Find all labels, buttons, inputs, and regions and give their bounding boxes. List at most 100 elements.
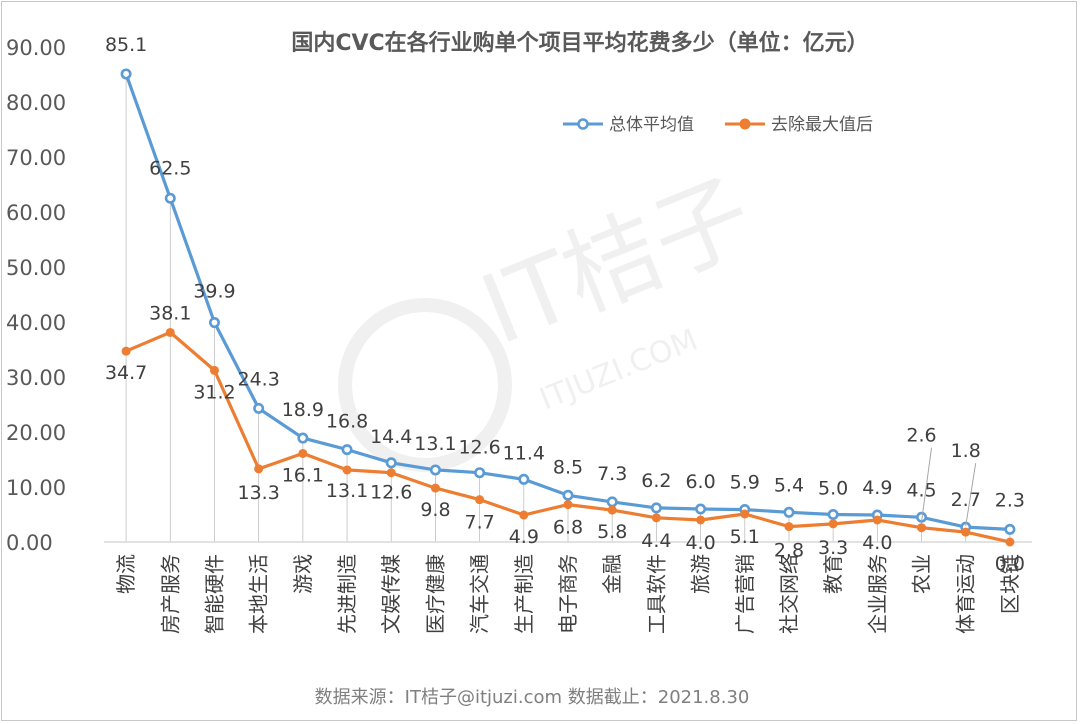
data-label-excluded: 4.9 (509, 526, 539, 548)
data-label-excluded: 6.8 (553, 517, 583, 539)
legend-marker-overall-icon (577, 118, 589, 130)
data-label-excluded: 31.2 (193, 381, 235, 403)
category-label: 农业 (910, 554, 934, 594)
marker-overall (827, 508, 839, 520)
category-label: 金融 (600, 554, 624, 594)
data-label-overall: 39.9 (193, 281, 235, 303)
marker-excluded (740, 509, 750, 519)
marker-overall (650, 502, 662, 514)
data-label-excluded: 1.8 (951, 440, 981, 462)
data-label-excluded: 0.0 (995, 553, 1025, 575)
marker-excluded (254, 464, 264, 474)
data-label-overall: 2.3 (995, 489, 1025, 511)
category-label: 工具软件 (644, 554, 668, 634)
marker-excluded (165, 327, 175, 337)
category-label: 汽车交通 (468, 554, 492, 634)
data-label-excluded: 2.8 (774, 540, 804, 562)
data-label-excluded: 4.0 (685, 532, 715, 554)
category-label: 医疗健康 (423, 554, 447, 634)
data-label-excluded: 13.3 (238, 482, 280, 504)
series-markers (120, 68, 1016, 547)
category-label: 社交网络 (777, 554, 801, 634)
marker-excluded (121, 346, 131, 356)
marker-overall (429, 464, 441, 476)
category-label: 教育 (821, 554, 845, 594)
y-tick-label: 60.00 (6, 201, 66, 225)
data-label-overall: 5.9 (730, 472, 760, 494)
data-label-overall: 18.9 (282, 399, 324, 421)
data-label-overall: 6.0 (685, 471, 715, 493)
marker-excluded (651, 513, 661, 523)
category-label: 广告营销 (733, 554, 757, 634)
y-tick-label: 50.00 (6, 256, 66, 280)
category-label: 本地生活 (247, 554, 271, 634)
category-label: 游戏 (291, 554, 315, 594)
marker-overall (164, 192, 176, 204)
y-tick-label: 10.00 (6, 476, 66, 500)
marker-overall (341, 444, 353, 456)
watermark: IT桔子 ITJUZI.COM (338, 158, 768, 472)
category-label: 区块链 (998, 554, 1022, 614)
leader-line (921, 447, 933, 522)
data-label-overall: 4.5 (906, 479, 936, 501)
legend-item-overall: 总体平均值 (563, 115, 694, 135)
chart-title: 国内CVC在各行业购单个项目平均花费多少（单位：亿元） (291, 30, 868, 56)
marker-overall (208, 317, 220, 329)
legend-item-excluded: 去除最大值后 (725, 115, 873, 135)
marker-excluded (784, 522, 794, 532)
marker-excluded (386, 468, 396, 478)
marker-overall (297, 432, 309, 444)
data-label-excluded: 5.8 (597, 521, 627, 543)
data-label-overall: 13.1 (414, 433, 456, 455)
data-label-excluded: 2.6 (906, 425, 936, 447)
category-labels: 物流 房产服务 智能硬件 本地生活 游戏 先进制造 文娱传媒 医疗健康 汽车交通 生产制造 电子商务… (114, 554, 1022, 634)
category-label: 生产制造 (512, 554, 536, 634)
data-label-overall: 11.4 (503, 442, 545, 464)
marker-excluded (607, 505, 617, 515)
legend: 总体平均值 去除最大值后 (563, 115, 873, 135)
data-label-overall: 85.1 (105, 34, 147, 56)
marker-overall (606, 496, 618, 508)
marker-overall (385, 457, 397, 469)
leader-line (965, 463, 977, 527)
marker-excluded (209, 365, 219, 375)
watermark-text: IT桔子 (467, 158, 768, 366)
category-label: 旅游 (689, 554, 713, 594)
y-tick-label: 0.00 (6, 531, 53, 555)
marker-overall (562, 489, 574, 501)
marker-excluded (519, 510, 529, 520)
marker-overall (474, 467, 486, 479)
data-label-excluded: 7.7 (465, 512, 495, 534)
watermark-logo-icon (338, 298, 512, 472)
y-tick-label: 70.00 (6, 146, 66, 170)
marker-excluded (828, 519, 838, 529)
data-label-excluded: 38.1 (149, 302, 191, 324)
data-label-excluded: 34.7 (105, 362, 147, 384)
category-label: 智能硬件 (202, 554, 226, 634)
category-label: 物流 (114, 554, 138, 594)
data-label-excluded: 12.6 (370, 482, 412, 504)
marker-overall (253, 402, 265, 414)
category-label: 体育运动 (954, 554, 978, 634)
data-label-overall: 7.3 (597, 463, 627, 485)
marker-excluded (298, 448, 308, 458)
y-axis-ticks: 0.00 10.00 20.00 30.00 40.00 50.00 60.00 70.00 8… (6, 36, 66, 555)
data-label-excluded: 9.8 (420, 499, 450, 521)
marker-excluded (475, 495, 485, 505)
marker-excluded (696, 515, 706, 525)
data-label-excluded: 4.0 (862, 532, 892, 554)
y-tick-label: 20.00 (6, 421, 66, 445)
source-note: 数据来源：IT桔子@itjuzi.com 数据截止：2021.8.30 (315, 687, 750, 708)
marker-overall (120, 68, 132, 80)
data-label-overall: 6.2 (641, 470, 671, 492)
legend-marker-excluded-icon (739, 118, 751, 130)
y-tick-label: 80.00 (6, 91, 66, 115)
marker-overall (695, 503, 707, 515)
data-label-excluded: 13.1 (326, 480, 368, 502)
category-label: 文娱传媒 (379, 554, 403, 634)
legend-label-overall: 总体平均值 (609, 115, 694, 135)
marker-excluded (342, 465, 352, 475)
marker-excluded (917, 523, 927, 533)
